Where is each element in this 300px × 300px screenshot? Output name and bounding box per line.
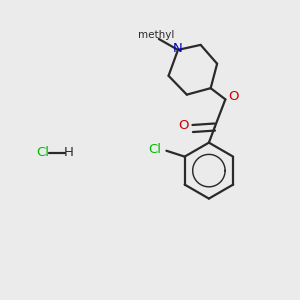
Text: O: O [228, 90, 239, 103]
Text: O: O [179, 119, 189, 132]
Text: Cl: Cl [148, 143, 161, 156]
Text: Cl: Cl [36, 146, 49, 159]
Text: N: N [173, 42, 183, 55]
Text: methyl: methyl [138, 31, 174, 40]
Text: H: H [64, 146, 74, 159]
